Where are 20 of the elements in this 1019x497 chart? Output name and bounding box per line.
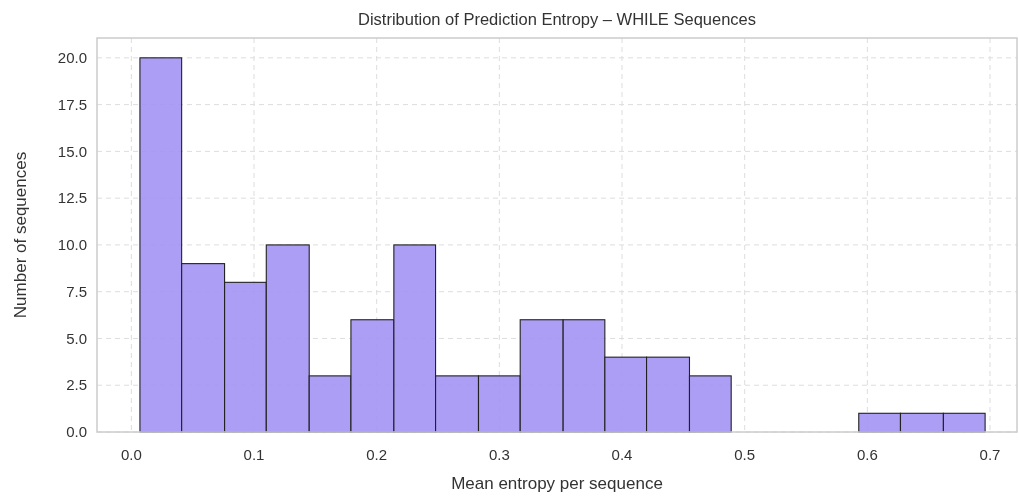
x-tick-label: 0.4: [611, 446, 633, 463]
x-tick-label: 0.1: [243, 446, 265, 463]
x-tick-label: 0.7: [979, 446, 1001, 463]
y-tick-label: 12.5: [57, 189, 87, 207]
y-tick-label: 10.0: [57, 236, 87, 254]
x-axis-title: Mean entropy per sequence: [451, 474, 663, 493]
y-tick-label: 0.0: [66, 423, 87, 441]
y-tick-label: 20.0: [57, 49, 87, 67]
y-tick-label: 5.0: [66, 329, 87, 347]
y-tick-label: 17.5: [57, 95, 87, 113]
y-tick-label: 2.5: [66, 376, 87, 394]
y-axis-title: Number of sequences: [11, 151, 30, 319]
x-tick-label: 0.2: [366, 446, 388, 463]
x-tick-label: 0.3: [488, 446, 510, 463]
y-tick-label: 7.5: [66, 282, 87, 300]
x-tick-label: 0.0: [120, 446, 142, 463]
x-tick-label: 0.5: [734, 446, 756, 463]
x-tick-label: 0.6: [856, 446, 878, 463]
chart-title: Distribution of Prediction Entropy – WHILE Sequences: [357, 10, 757, 28]
y-tick-label: 15.0: [57, 142, 87, 160]
